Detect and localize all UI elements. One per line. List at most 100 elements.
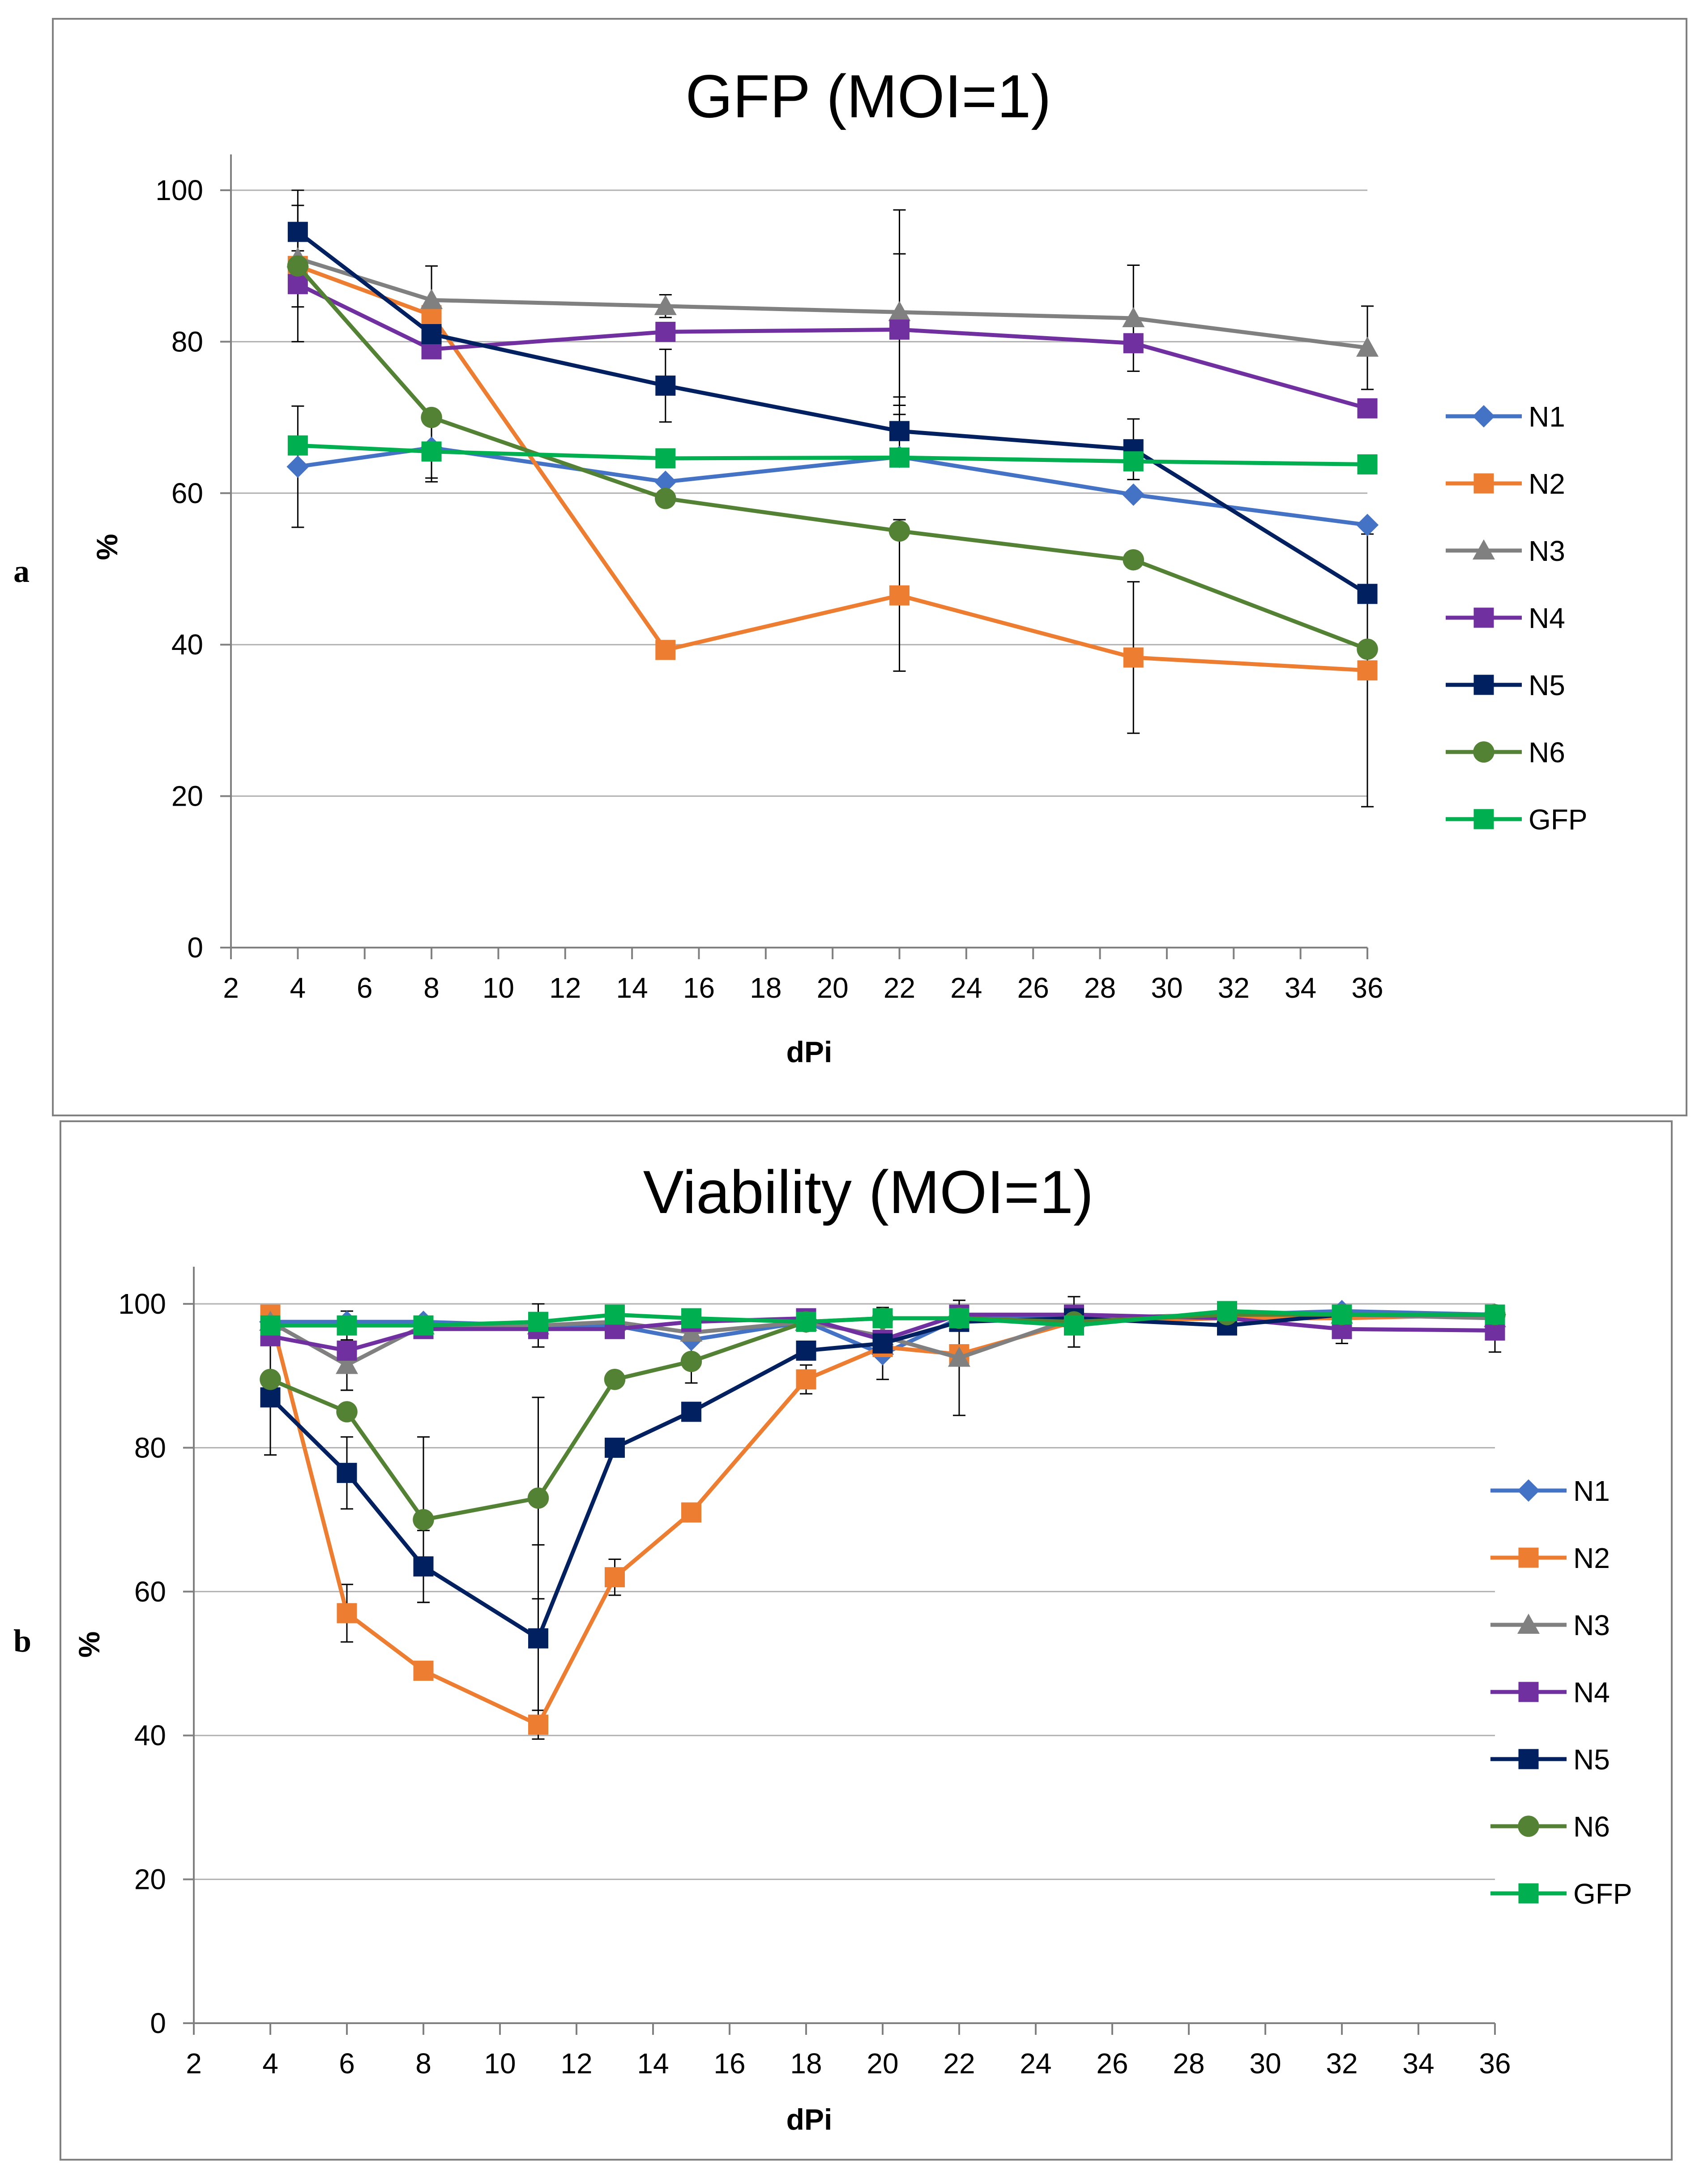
y-tick-label: 80 [171, 325, 203, 358]
x-tick-label: 2 [186, 2047, 202, 2080]
legend-label-gfp: GFP [1529, 803, 1588, 836]
data-point-gfp [1123, 451, 1144, 472]
panel-label-a: a [13, 553, 30, 589]
data-point-n4 [655, 321, 676, 342]
panel-label-b: b [13, 1623, 31, 1659]
x-tick-label: 36 [1351, 972, 1383, 1004]
data-point-n6 [421, 406, 442, 428]
legend-label-n2: N2 [1529, 468, 1565, 500]
data-point-n6 [1123, 549, 1144, 571]
y-tick-label: 20 [171, 780, 203, 812]
x-tick-label: 36 [1479, 2047, 1511, 2080]
data-point-n5 [605, 1437, 625, 1458]
y-tick-label: 60 [134, 1576, 166, 1608]
legend-label-n4: N4 [1573, 1676, 1610, 1709]
data-point-n6 [888, 520, 910, 542]
data-point-gfp [528, 1311, 548, 1332]
data-point-n3 [654, 295, 677, 315]
x-tick-label: 34 [1402, 2047, 1434, 2080]
legend-marker-gfp [1518, 1883, 1539, 1904]
x-tick-label: 16 [683, 972, 715, 1004]
legend-marker-n4 [1518, 1682, 1539, 1702]
series-line-n5 [296, 230, 1369, 596]
y-tick-label: 60 [171, 477, 203, 509]
legend-marker-n1 [1473, 405, 1495, 427]
data-point-n1 [1356, 513, 1379, 536]
data-point-n4 [287, 274, 308, 295]
chart-a-frame [52, 18, 1687, 1116]
data-point-n5 [287, 222, 308, 242]
data-point-gfp [1332, 1304, 1352, 1325]
data-point-gfp [413, 1315, 434, 1336]
data-point-n2 [889, 585, 910, 606]
legend-marker-n2 [1518, 1547, 1539, 1568]
legend-label-n2: N2 [1573, 1542, 1610, 1574]
chart-a-xlabel: dPi [786, 1035, 833, 1068]
data-point-gfp [1357, 454, 1378, 475]
data-point-n2 [413, 1661, 434, 1681]
x-tick-label: 12 [549, 972, 581, 1004]
legend-marker-n2 [1473, 473, 1494, 494]
x-tick-label: 18 [750, 972, 781, 1004]
x-tick-label: 10 [484, 2047, 516, 2080]
data-point-n5 [681, 1401, 701, 1422]
legend-label-n1: N1 [1529, 401, 1565, 433]
data-point-gfp [655, 448, 676, 469]
x-tick-label: 26 [1096, 2047, 1128, 2080]
series-line-n3 [297, 256, 1368, 350]
data-point-n3 [888, 301, 911, 321]
x-tick-label: 2 [223, 972, 239, 1004]
legend-marker-n5 [1473, 675, 1494, 695]
x-tick-label: 30 [1249, 2047, 1281, 2080]
legend-marker-n5 [1518, 1749, 1539, 1769]
data-point-n5 [421, 324, 442, 344]
data-point-n5 [889, 421, 910, 441]
data-point-gfp [260, 1315, 281, 1336]
data-point-n6 [260, 1368, 281, 1390]
x-tick-label: 32 [1326, 2047, 1358, 2080]
data-point-n2 [1123, 647, 1144, 668]
chart-b-xlabel: dPi [786, 2103, 833, 2136]
y-tick-label: 0 [187, 931, 203, 964]
data-point-n6 [680, 1350, 702, 1372]
data-point-n2 [605, 1567, 625, 1588]
legend-label-n6: N6 [1573, 1811, 1610, 1843]
legend-label-n1: N1 [1573, 1475, 1610, 1507]
x-tick-label: 28 [1173, 2047, 1204, 2080]
chart-a-legend: N1 N2 N3 N4 N5 N6 GFP [1446, 401, 1588, 836]
x-tick-label: 20 [867, 2047, 898, 2080]
data-point-n5 [872, 1333, 893, 1354]
y-tick-label: 20 [134, 1863, 166, 1896]
y-tick-label: 40 [171, 628, 203, 661]
x-tick-label: 12 [560, 2047, 592, 2080]
x-tick-label: 20 [817, 972, 849, 1004]
chart-b-legend: N1 N2 N3 N4 N5 N6 GFP [1490, 1475, 1632, 1910]
chart-b-ylabel: % [73, 1632, 106, 1658]
data-point-gfp [605, 1304, 625, 1325]
data-point-n6 [527, 1487, 549, 1509]
data-point-n3 [1122, 307, 1145, 327]
chart-a-title: GFP (MOI=1) [685, 62, 1051, 130]
data-point-n2 [681, 1502, 701, 1523]
data-point-n3 [1356, 336, 1379, 357]
x-tick-label: 4 [290, 972, 306, 1004]
x-tick-label: 16 [713, 2047, 745, 2080]
data-point-n2 [655, 640, 676, 660]
x-tick-label: 8 [423, 972, 440, 1004]
legend-marker-n6 [1518, 1815, 1539, 1837]
data-point-n4 [337, 1340, 357, 1361]
data-point-n4 [889, 319, 910, 340]
legend-label-n4: N4 [1529, 602, 1565, 634]
y-tick-label: 80 [134, 1431, 166, 1464]
data-point-n2 [528, 1714, 548, 1735]
x-tick-label: 34 [1285, 972, 1316, 1004]
data-point-n4 [1123, 333, 1144, 354]
x-tick-label: 18 [790, 2047, 822, 2080]
legend-label-n3: N3 [1573, 1609, 1610, 1641]
data-point-n6 [287, 255, 309, 277]
legend-marker-n6 [1473, 741, 1494, 763]
legend-marker-n3 [1473, 539, 1495, 560]
data-point-n6 [655, 487, 676, 509]
x-tick-label: 6 [357, 972, 373, 1004]
